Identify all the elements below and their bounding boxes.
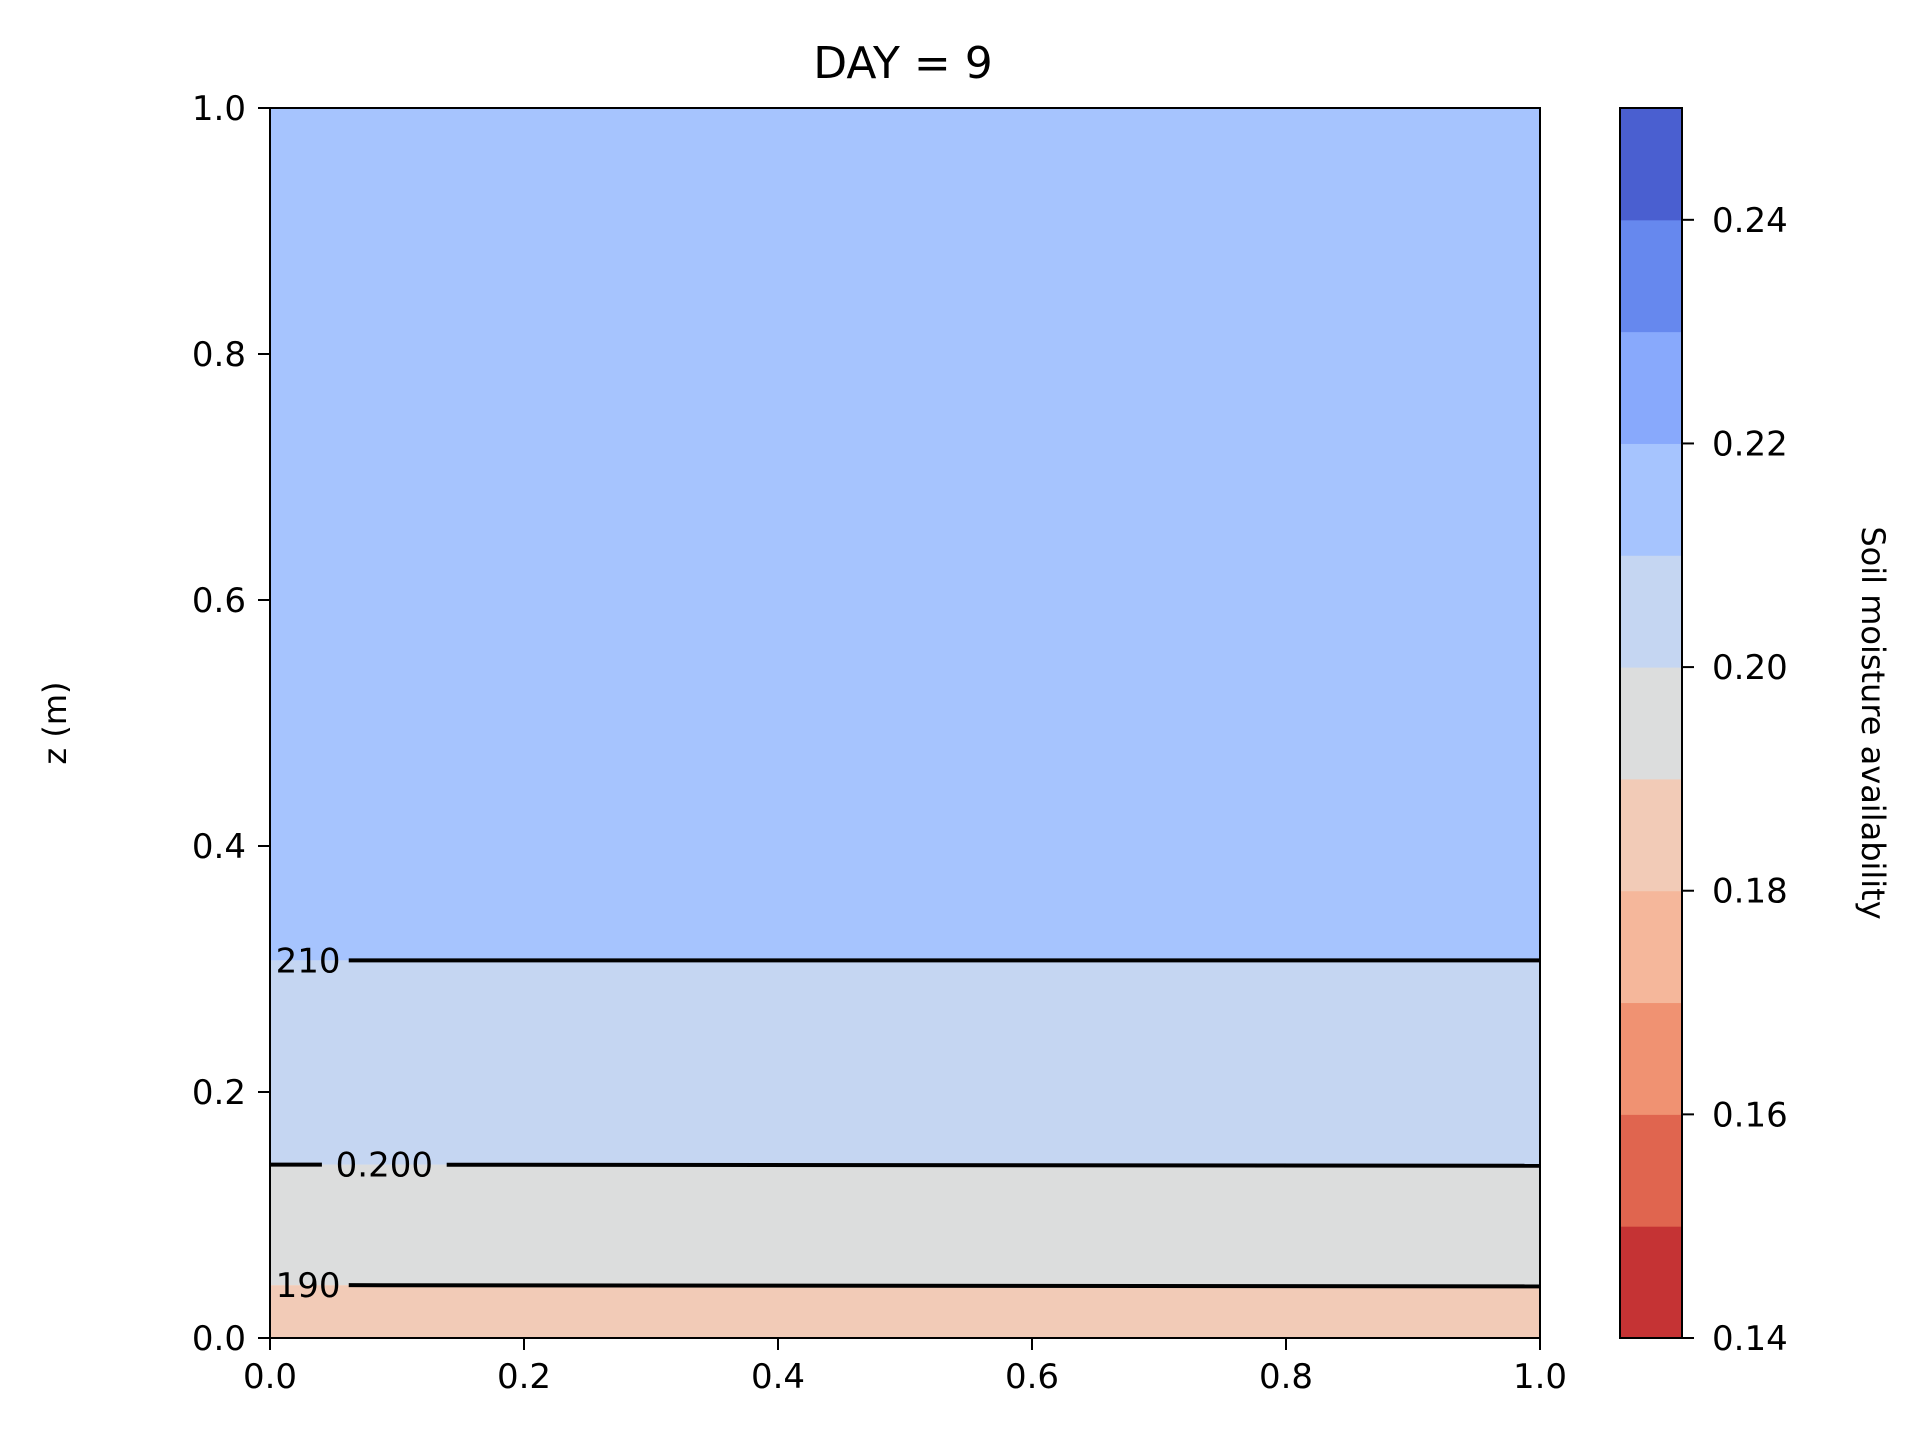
y-tick-label-1: 0.2 bbox=[192, 1073, 246, 1113]
x-tick-label-0: 0.0 bbox=[243, 1357, 297, 1397]
colorbar bbox=[1620, 108, 1682, 1339]
colorbar-segment-3 bbox=[1620, 890, 1682, 1004]
x-tick-label-1: 0.2 bbox=[497, 1357, 551, 1397]
contour-fills bbox=[270, 108, 1540, 1338]
colorbar-ticks: 0.14 0.16 0.18 0.20 0.22 0.24 bbox=[1682, 201, 1788, 1359]
contour-band-1 bbox=[270, 1164, 1540, 1286]
y-tick-label-2: 0.4 bbox=[192, 827, 246, 867]
colorbar-segment-2 bbox=[1620, 1002, 1682, 1115]
colorbar-segment-5 bbox=[1620, 667, 1682, 780]
contour-label-0: 190 bbox=[276, 1266, 341, 1306]
colorbar-segment-1 bbox=[1620, 1114, 1682, 1227]
contour-label-2: 210 bbox=[276, 941, 341, 981]
colorbar-tick-label-5: 0.24 bbox=[1712, 201, 1788, 241]
contour-label-1: 0.200 bbox=[336, 1146, 433, 1186]
colorbar-segment-4 bbox=[1620, 778, 1682, 892]
contour-band-2 bbox=[270, 960, 1540, 1165]
y-tick-label-5: 1.0 bbox=[192, 89, 246, 129]
contour-band-3 bbox=[270, 108, 1540, 961]
x-tick-label-5: 1.0 bbox=[1513, 1357, 1567, 1397]
contour-band-0 bbox=[270, 1285, 1540, 1338]
colorbar-tick-label-3: 0.20 bbox=[1712, 648, 1788, 688]
y-tick-label-3: 0.6 bbox=[192, 581, 246, 621]
contour-line-0 bbox=[348, 1283, 1541, 1289]
y-axis: 0.0 0.2 0.4 0.6 0.8 1.0 bbox=[192, 89, 270, 1359]
contour-lines: 190 0.200 210 bbox=[270, 941, 1541, 1306]
colorbar-tick-label-0: 0.14 bbox=[1712, 1319, 1788, 1359]
y-axis-label: z (m) bbox=[36, 681, 74, 764]
plot-frame bbox=[269, 107, 1541, 1339]
y-tick-label-0: 0.0 bbox=[192, 1319, 246, 1359]
colorbar-segment-6 bbox=[1620, 555, 1682, 668]
colorbar-segment-9 bbox=[1620, 219, 1682, 333]
x-axis: 0.0 0.2 0.4 0.6 0.8 1.0 bbox=[243, 1338, 1567, 1397]
colorbar-tick-label-2: 0.18 bbox=[1712, 872, 1788, 912]
contour-line-1 bbox=[446, 1162, 1541, 1168]
colorbar-segment-0 bbox=[1620, 1226, 1682, 1339]
chart-title: DAY = 9 bbox=[813, 38, 993, 89]
colorbar-tick-label-4: 0.22 bbox=[1712, 424, 1788, 464]
colorbar-label: Soil moisture availability bbox=[1854, 526, 1892, 919]
colorbar-frame bbox=[1619, 107, 1683, 1339]
colorbar-segment-7 bbox=[1620, 443, 1682, 556]
x-tick-label-4: 0.8 bbox=[1259, 1357, 1313, 1397]
x-tick-label-3: 0.6 bbox=[1005, 1357, 1059, 1397]
y-tick-label-4: 0.8 bbox=[192, 335, 246, 375]
x-tick-label-2: 0.4 bbox=[751, 1357, 805, 1397]
colorbar-segment-10 bbox=[1620, 108, 1682, 221]
colorbar-segment-8 bbox=[1620, 331, 1682, 444]
colorbar-tick-label-1: 0.16 bbox=[1712, 1095, 1788, 1135]
